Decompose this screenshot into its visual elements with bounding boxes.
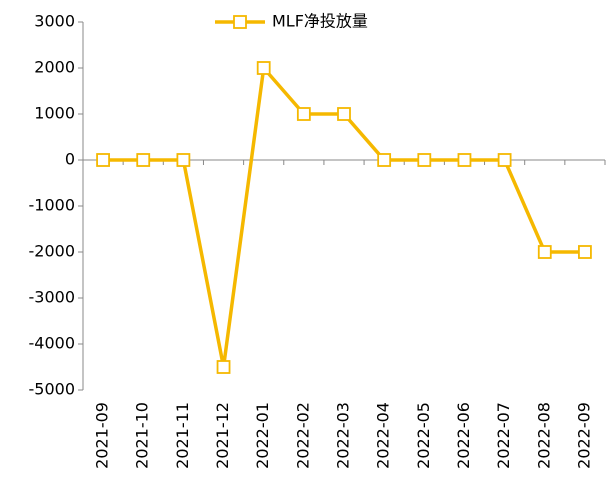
marker [216, 360, 231, 374]
x-tick-label: 2022-04 [374, 402, 393, 469]
x-tick-label: 2022-06 [454, 402, 473, 469]
marker [136, 153, 151, 167]
y-tick-label: -1000 [29, 196, 76, 215]
y-tick-label: -3000 [29, 288, 76, 307]
marker [578, 245, 592, 259]
y-tick-label: -5000 [29, 380, 76, 399]
marker [537, 245, 552, 259]
x-tick-label: 2022-08 [534, 402, 553, 469]
marker [176, 153, 191, 167]
legend-label: MLF净投放量 [272, 12, 368, 31]
marker [296, 107, 311, 121]
marker [457, 153, 472, 167]
x-tick-label: 2021-11 [173, 402, 192, 469]
marker [256, 61, 271, 75]
y-tick-label: 2000 [34, 58, 75, 77]
legend-marker [233, 15, 247, 29]
x-tick-label: 2022-03 [334, 402, 353, 469]
y-tick-label: 0 [65, 150, 75, 169]
marker [377, 153, 392, 167]
marker [337, 107, 351, 121]
x-tick-label: 2022-05 [414, 402, 433, 469]
x-tick-label: 2022-02 [293, 402, 312, 469]
x-tick-label: 2022-09 [574, 402, 593, 469]
x-tick-label: 2022-01 [253, 402, 272, 469]
y-tick-label: 1000 [34, 104, 75, 123]
y-tick-label: -2000 [29, 242, 76, 261]
x-tick-label: 2021-12 [213, 402, 232, 469]
y-tick-label: 3000 [34, 12, 75, 31]
marker [497, 153, 512, 167]
y-tick-label: -4000 [29, 334, 76, 353]
marker [417, 153, 432, 167]
marker [96, 153, 110, 167]
x-tick-label: 2021-10 [133, 402, 152, 469]
x-tick-label: 2022-07 [494, 402, 513, 469]
x-tick-label: 2021-09 [93, 402, 112, 469]
